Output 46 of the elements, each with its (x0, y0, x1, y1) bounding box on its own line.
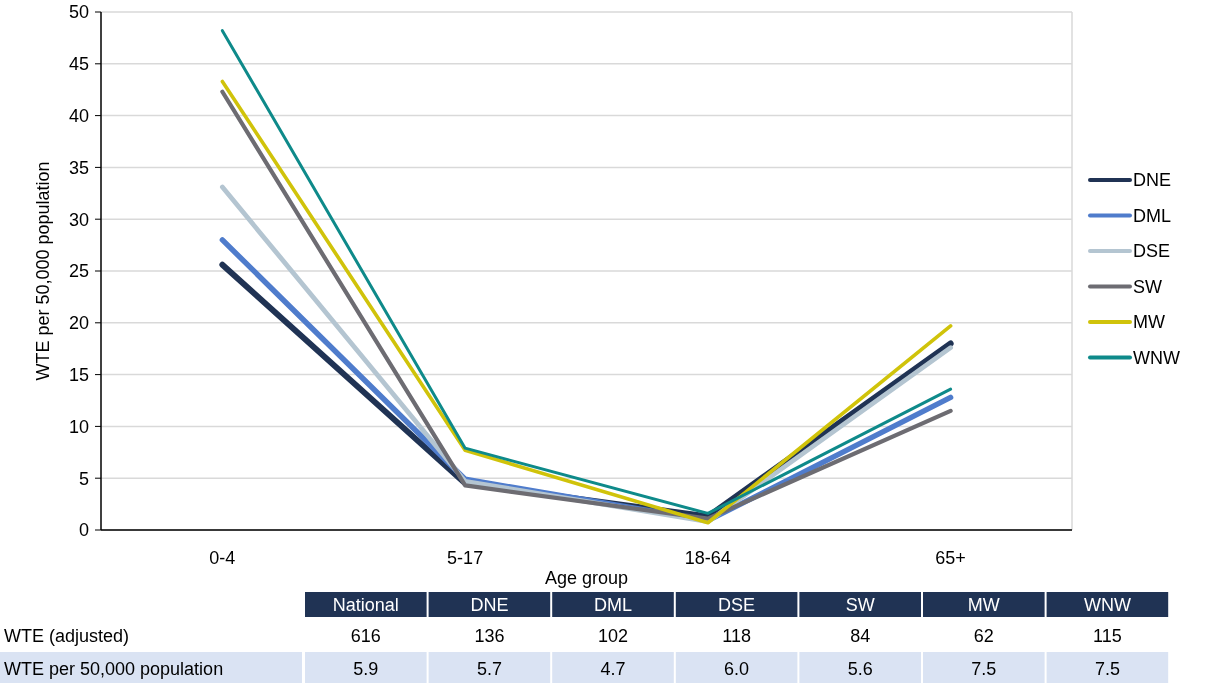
legend-label: SW (1133, 276, 1163, 297)
y-tick-label: 30 (68, 209, 89, 230)
y-tick-label: 40 (68, 105, 89, 126)
category-label: SW (845, 594, 875, 615)
category-label: National (332, 594, 399, 615)
data-label: 616 (350, 625, 381, 646)
data-label: 7.5 (1094, 658, 1120, 679)
category-label: DSE (718, 594, 756, 615)
data-label: 4.7 (600, 658, 626, 679)
text: WTE (adjusted) (4, 625, 130, 646)
legend-label: DML (1133, 205, 1172, 226)
y-tick-label: 50 (68, 2, 89, 23)
y-tick-label: 35 (68, 157, 89, 178)
y-tick-label: 15 (68, 364, 89, 385)
y-tick-label: 5 (78, 468, 89, 489)
y-tick-label: 45 (68, 54, 89, 75)
x-tick-label: 18-64 (684, 548, 731, 569)
text: WTE per 50,000 population (4, 658, 224, 679)
y-tick-label: 25 (68, 261, 89, 282)
data-label: 5.9 (353, 658, 379, 679)
x-tick-label: 0-4 (209, 548, 236, 569)
data-label: 6.0 (724, 658, 750, 679)
x-tick-label: 5-17 (447, 548, 484, 569)
category-label: DML (593, 594, 633, 615)
x-tick-label: 65+ (935, 548, 966, 569)
data-label: 115 (1093, 625, 1122, 646)
y-tick-label: 10 (68, 416, 89, 437)
legend-label: WNW (1133, 347, 1180, 368)
legend-label: DSE (1133, 241, 1171, 262)
data-label: 62 (973, 625, 994, 646)
y-tick-label: 0 (78, 520, 89, 541)
data-label: 7.5 (971, 658, 997, 679)
category-label: MW (967, 594, 1000, 615)
data-label: 5.7 (476, 658, 502, 679)
legend-label: DNE (1133, 170, 1172, 191)
data-label: 5.6 (847, 658, 873, 679)
data-label: 136 (474, 625, 505, 646)
category-label: DNE (470, 594, 509, 615)
data-label: 84 (850, 625, 871, 646)
legend-label: MW (1133, 312, 1165, 333)
category-label: WNW (1083, 594, 1131, 615)
data-label: 118 (722, 625, 751, 646)
y-tick-label: 20 (68, 313, 89, 334)
x-axis-title: Age group (544, 568, 629, 589)
data-label: 102 (597, 625, 629, 646)
y-axis-title: WTE per 50,000 population (33, 161, 54, 381)
